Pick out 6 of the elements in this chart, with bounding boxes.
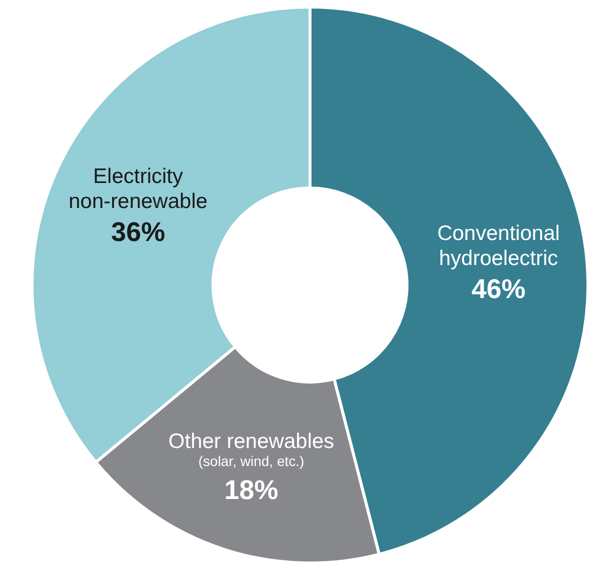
slice-label: Conventional hydroelectric [437, 222, 560, 270]
data-label: 46% [471, 274, 526, 304]
data-label: 18% [224, 475, 278, 506]
data-label: 36% [111, 217, 166, 248]
slice-label: Other renewables (solar, wind, etc.) [168, 430, 334, 470]
slice-label: Electricity non-renewable [68, 165, 208, 214]
